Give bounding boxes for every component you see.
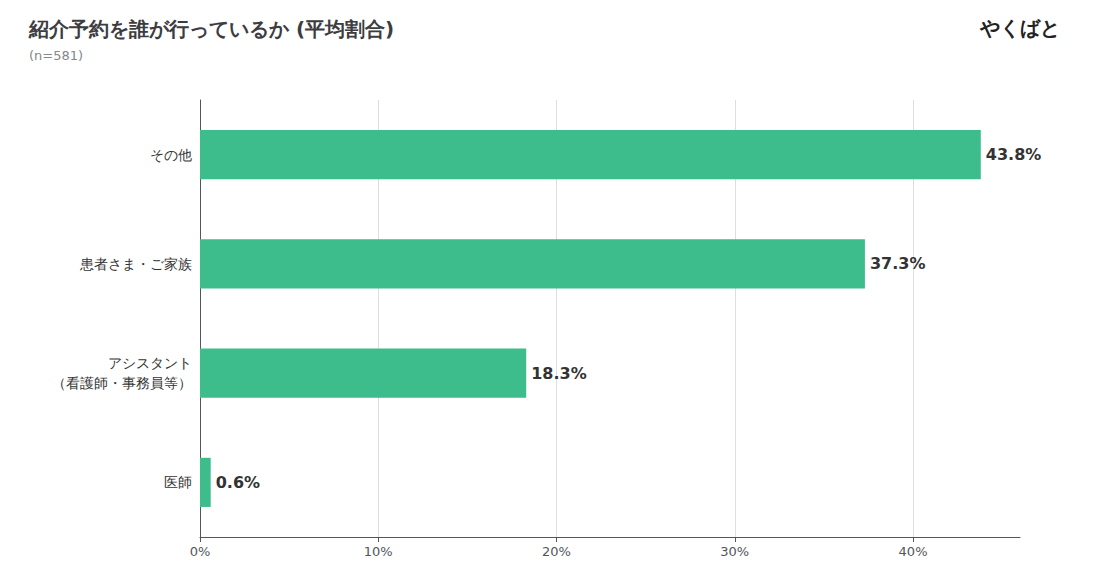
svg-text:18.3%: 18.3% xyxy=(531,364,587,383)
svg-text:その他: その他 xyxy=(150,147,192,163)
svg-text:30%: 30% xyxy=(720,544,749,559)
svg-text:43.8%: 43.8% xyxy=(986,145,1042,164)
svg-text:10%: 10% xyxy=(364,544,393,559)
svg-text:アシスタント: アシスタント xyxy=(108,355,192,371)
svg-text:やくばと: やくばと xyxy=(979,16,1060,40)
svg-text:紹介予約を誰が行っているか (平均割合): 紹介予約を誰が行っているか (平均割合) xyxy=(28,17,394,41)
svg-text:患者さま・ご家族: 患者さま・ご家族 xyxy=(79,256,192,272)
svg-text:医師: 医師 xyxy=(164,474,192,490)
svg-text:（看護師・事務員等）: （看護師・事務員等） xyxy=(52,375,192,391)
svg-text:0.6%: 0.6% xyxy=(216,473,260,492)
svg-text:0%: 0% xyxy=(190,544,211,559)
svg-text:(n=581): (n=581) xyxy=(29,48,83,63)
svg-text:20%: 20% xyxy=(542,544,571,559)
svg-text:37.3%: 37.3% xyxy=(870,254,926,273)
svg-text:40%: 40% xyxy=(899,544,928,559)
